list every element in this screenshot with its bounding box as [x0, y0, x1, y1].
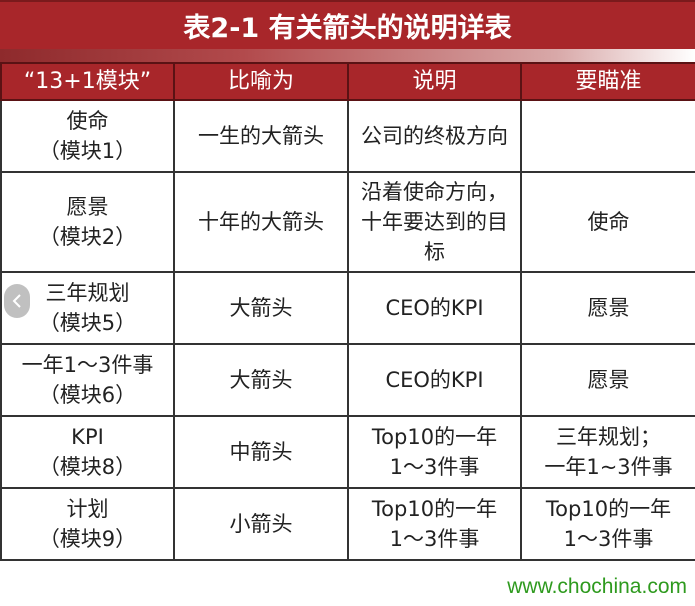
table-cell: 三年规划； 一年1~3件事 — [520, 415, 695, 489]
table-cell: 一生的大箭头 — [173, 99, 349, 173]
table-cell: 十年的大箭头 — [173, 171, 349, 273]
table-cell: 使命 — [520, 171, 695, 273]
table-row: 使命 （模块1） 一生的大箭头 公司的终极方向 — [0, 99, 695, 173]
table-cell: Top10的一年 1～3件事 — [347, 415, 522, 489]
table-cell — [520, 99, 695, 173]
table-cell: 中箭头 — [173, 415, 349, 489]
table-cell: 愿景 — [520, 343, 695, 417]
table-cell: KPI （模块8） — [0, 415, 175, 489]
chevron-left-icon[interactable] — [4, 284, 30, 318]
table-cell: Top10的一年 1～3件事 — [347, 487, 522, 561]
header-cell: 比喻为 — [173, 62, 349, 101]
table-cell: CEO的KPI — [347, 271, 522, 345]
table-cell: 一年1～3件事 （模块6） — [0, 343, 175, 417]
table-cell: 愿景 — [520, 271, 695, 345]
header-cell: “13+1模块” — [0, 62, 175, 101]
table-row: 计划 （模块9） 小箭头 Top10的一年 1～3件事 Top10的一年 1～3件事 — [0, 487, 695, 561]
table-cell: CEO的KPI — [347, 343, 522, 417]
decorative-strip — [0, 49, 695, 62]
table-cell: 使命 （模块1） — [0, 99, 175, 173]
table-cell: 大箭头 — [173, 343, 349, 417]
table-cell: 公司的终极方向 — [347, 99, 522, 173]
table-row: 一年1～3件事 （模块6） 大箭头 CEO的KPI 愿景 — [0, 343, 695, 417]
table-cell: 大箭头 — [173, 271, 349, 345]
table-row: 愿景 （模块2） 十年的大箭头 沿着使命方向，十年要达到的目标 使命 — [0, 171, 695, 273]
table-title: 表2-1 有关箭头的说明详表 — [0, 0, 695, 49]
table-cell: 小箭头 — [173, 487, 349, 561]
table-cell: 愿景 （模块2） — [0, 171, 175, 273]
arrow-table: “13+1模块” 比喻为 说明 要瞄准 使命 （模块1） 一生的大箭头 公司的终极方… — [0, 62, 695, 561]
table-row: KPI （模块8） 中箭头 Top10的一年 1～3件事 三年规划； 一年1~3件事 — [0, 415, 695, 489]
table-cell: 沿着使命方向，十年要达到的目标 — [347, 171, 522, 273]
table-cell: Top10的一年 1～3件事 — [520, 487, 695, 561]
header-cell: 要瞄准 — [520, 62, 695, 101]
table-cell: 计划 （模块9） — [0, 487, 175, 561]
header-row: “13+1模块” 比喻为 说明 要瞄准 — [0, 62, 695, 101]
watermark: www.chochina.com — [507, 575, 687, 598]
table-row: 三年规划 （模块5） 大箭头 CEO的KPI 愿景 — [0, 271, 695, 345]
header-cell: 说明 — [347, 62, 522, 101]
